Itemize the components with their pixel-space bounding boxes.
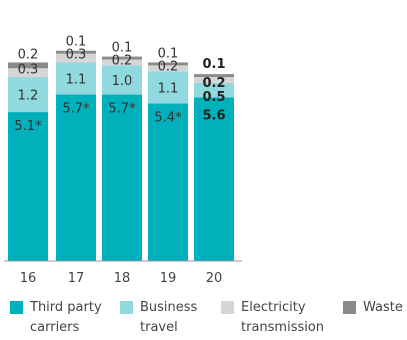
legend-item-third-party-carriers: Third party carriers	[10, 298, 102, 338]
data-label: 0.1	[158, 46, 179, 61]
data-label: 5.6	[202, 108, 225, 123]
data-label: 0.3	[66, 48, 87, 63]
data-label: 0.1	[112, 41, 133, 56]
bar-segment	[56, 94, 96, 261]
bar-segment	[8, 77, 48, 113]
data-label: 5.1*	[14, 119, 42, 134]
data-label: 5.4*	[154, 110, 182, 125]
data-label: 0.2	[112, 54, 133, 69]
bar-segment	[148, 62, 188, 66]
x-tick-label: 18	[114, 271, 131, 286]
data-label: 1.1	[66, 73, 87, 88]
legend-item-business-travel: Business travel	[120, 298, 197, 338]
bar-segment	[56, 50, 96, 54]
bar-segment	[8, 68, 48, 78]
data-label: 0.1	[66, 35, 87, 50]
bar-segment	[102, 65, 142, 95]
legend-swatch-business-travel	[120, 301, 133, 314]
legend-label: Electricity transmission	[241, 300, 325, 335]
legend-swatch-electricity-transmission	[221, 301, 234, 314]
legend-item-electricity-transmission: Electricity transmission	[221, 298, 324, 338]
legend-label: Waste	[363, 300, 403, 315]
legend: Third party carriers Business travel Ele…	[10, 298, 407, 338]
data-label: 1.2	[18, 89, 39, 104]
data-label: 0.2	[18, 47, 39, 62]
bar-segment	[8, 62, 48, 69]
legend-swatch-third-party-carriers	[10, 301, 23, 314]
legend-label: Third party carriers	[30, 300, 102, 335]
bar-segment	[194, 97, 234, 261]
x-tick-label: 17	[68, 271, 85, 286]
data-label: 1.1	[158, 81, 179, 96]
bar-segment	[194, 77, 234, 83]
data-labels-group: 5.1*1.20.30.25.7*1.10.30.15.7*1.00.20.15…	[14, 35, 225, 134]
bar-segment	[148, 65, 188, 72]
bar-segment	[148, 103, 188, 261]
data-label: 0.2	[202, 76, 225, 91]
data-label: 0.5	[202, 90, 225, 105]
legend-label: Business travel	[140, 300, 198, 335]
bar-segment	[194, 74, 234, 78]
data-label: 5.7*	[108, 102, 136, 117]
legend-swatch-waste	[343, 301, 356, 314]
legend-item-waste: Waste	[343, 298, 403, 318]
data-label: 0.1	[202, 57, 225, 72]
bar-segment	[148, 71, 188, 104]
x-tick-label: 19	[160, 271, 177, 286]
x-tick-label: 16	[20, 271, 37, 286]
x-tick-label: 20	[206, 271, 223, 286]
bar-segment	[56, 53, 96, 63]
x-tick-labels-group: 16 17 18 19 20	[20, 271, 223, 286]
bar-segment	[56, 62, 96, 95]
bar-segment	[194, 82, 234, 98]
bars-group	[8, 50, 234, 261]
bar-segment	[102, 56, 142, 60]
data-label: 5.7*	[62, 102, 90, 117]
data-label: 1.0	[112, 74, 133, 89]
data-label: 0.2	[158, 59, 179, 74]
data-label: 0.3	[18, 62, 39, 77]
bar-segment	[102, 59, 142, 66]
bar-segment	[8, 112, 48, 261]
bar-segment	[102, 94, 142, 261]
